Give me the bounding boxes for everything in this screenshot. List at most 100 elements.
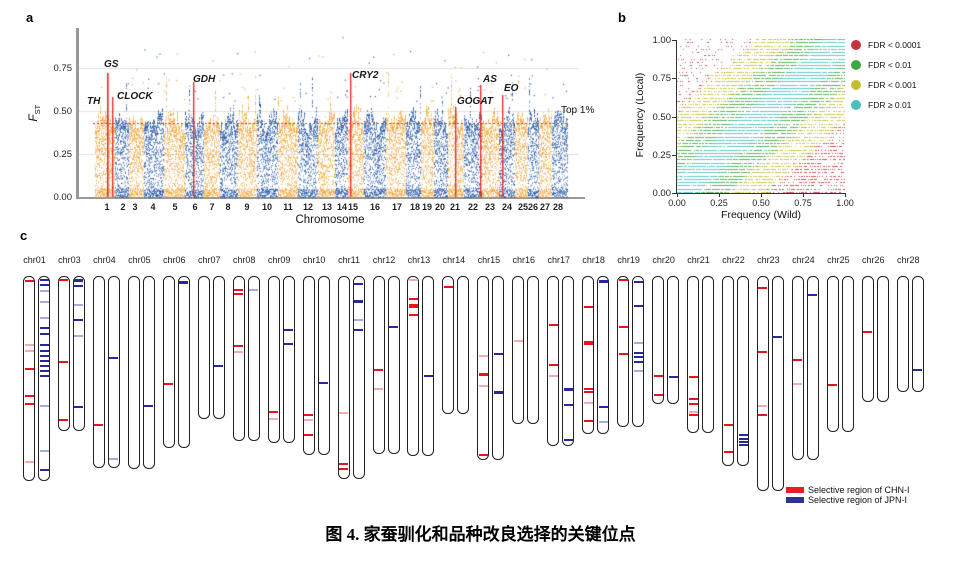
chromosome-chr10-jpn <box>317 276 330 455</box>
selective-band-b <box>284 329 294 332</box>
selective-band-b <box>633 351 643 354</box>
selective-band-b <box>598 405 608 408</box>
chromosome-label-chr07: chr07 <box>197 255 221 265</box>
chromosome-label-chr25: chr25 <box>827 255 850 265</box>
selective-band-b <box>214 364 224 367</box>
a-x-tick-label: 5 <box>172 202 178 212</box>
a-x-tick-label: 12 <box>302 202 313 212</box>
selective-band-r <box>374 368 383 371</box>
b-y-tick-label: 0.50 <box>652 111 672 123</box>
fdr-legend-item: FDR ≥ 0.01 <box>851 100 911 110</box>
chromosome-label-chr14: chr14 <box>442 255 466 265</box>
b-x-tick-label: 0.75 <box>794 198 812 208</box>
selective-band-r <box>234 293 244 296</box>
fdr-legend-dot <box>851 80 861 90</box>
selective-band-b <box>39 360 49 363</box>
selective-band-b <box>74 406 84 409</box>
selective-band-r <box>618 278 628 281</box>
selective-band-lb <box>39 300 49 303</box>
selective-band-b <box>74 285 84 288</box>
chromosome-chr01-jpn <box>38 276 50 481</box>
selective-band-b <box>738 441 748 444</box>
chromosome-label-chr28: chr28 <box>896 255 920 265</box>
chromosome-chr16-jpn <box>527 276 540 424</box>
selective-band-r <box>304 413 314 416</box>
selective-band-b <box>773 336 783 339</box>
selective-band-b <box>74 278 84 282</box>
b-x-tick-label: 0.50 <box>752 198 770 208</box>
selective-band-lb <box>249 289 259 292</box>
selective-legend-swatch <box>786 497 804 503</box>
chromosome-chr23-jpn <box>771 276 784 491</box>
selective-band-lb <box>74 303 84 306</box>
selective-band-b <box>913 368 923 371</box>
selective-band-b <box>319 381 329 384</box>
selective-band-r <box>234 289 244 292</box>
selective-band-r <box>583 419 593 422</box>
chromosome-label-chr22: chr22 <box>722 255 745 265</box>
fdr-legend-label: FDR < 0.01 <box>868 60 912 70</box>
selective-legend-swatch <box>786 487 804 493</box>
b-x-tick-label: 1.00 <box>836 198 854 208</box>
a-x-tick-label: 17 <box>391 202 402 212</box>
chromosome-chr08-jpn <box>247 276 260 441</box>
figure-caption: 图 4. 家蚕驯化和品种改良选择的关键位点 <box>325 525 636 544</box>
chromosome-label-chr13: chr13 <box>407 255 431 265</box>
selective-band-r <box>688 403 698 406</box>
selective-band-lr <box>339 412 349 414</box>
a-x-tick-label: 24 <box>501 202 512 212</box>
selective-band-lr <box>478 384 488 387</box>
b-x-tick-mark <box>719 193 720 197</box>
selective-band-b <box>808 294 818 297</box>
selective-band-r <box>793 358 803 361</box>
chromosome-chr04-chn <box>92 276 105 468</box>
chromosome-chr26-jpn <box>876 276 889 402</box>
a-x-tick-label: 19 <box>421 202 432 212</box>
gene-label-gs: GS <box>104 59 119 70</box>
a-x-tick-label: 10 <box>261 202 272 212</box>
b-y-tick-label: 1.00 <box>652 35 672 46</box>
selective-band-lb <box>39 290 49 293</box>
selective-band-lr <box>793 382 803 385</box>
selective-band-r <box>583 388 593 391</box>
selective-band-r <box>583 391 593 394</box>
chromosome-label-chr03: chr03 <box>58 255 81 265</box>
selective-band-lb <box>39 450 49 453</box>
chromosome-chr04-jpn <box>107 276 120 468</box>
chromosome-label-chr08: chr08 <box>232 255 256 265</box>
selective-legend-item: Selective region of JPN-I <box>786 495 907 505</box>
selective-band-lr <box>408 278 418 281</box>
panel-a-y-axis-line <box>76 28 79 199</box>
chromosome-chr11-chn <box>337 276 350 479</box>
selective-band-r <box>758 413 768 416</box>
b-x-tick-mark <box>677 193 678 197</box>
chromosome-chr09-jpn <box>282 276 295 443</box>
chromosome-label-chr11: chr11 <box>338 255 360 265</box>
a-x-tick-label: 26 <box>527 202 538 212</box>
fdr-legend-item: FDR < 0.001 <box>851 80 916 90</box>
chromosome-chr24-chn <box>791 276 804 460</box>
selective-band-lr <box>513 339 523 342</box>
chromosome-chr05-jpn <box>142 276 155 469</box>
selective-legend-label: Selective region of JPN-I <box>808 495 908 505</box>
selective-band-b <box>179 280 189 284</box>
selective-band-b <box>39 375 49 378</box>
selective-band-r <box>688 414 698 417</box>
selective-band-b <box>39 327 49 330</box>
a-x-tick-label: 7 <box>209 202 215 212</box>
panel-c-letter: c <box>20 228 28 243</box>
chromosome-chr11-jpn <box>352 276 365 479</box>
chromosome-chr26-chn <box>861 276 874 402</box>
selective-band-b <box>39 468 49 471</box>
chromosome-chr12-chn <box>372 276 385 454</box>
b-x-tick-mark <box>845 193 846 197</box>
selective-band-b <box>563 439 573 442</box>
selective-band-r <box>653 374 663 377</box>
gene-label-cry2: CRY2 <box>352 70 379 81</box>
a-x-tick-label: 9 <box>244 202 250 212</box>
a-x-tick-label: 2 <box>120 202 126 212</box>
chromosome-chr10-chn <box>302 276 315 455</box>
chromosome-chr20-jpn <box>667 276 680 404</box>
selective-band-r <box>408 297 418 300</box>
chromosome-label-chr17: chr17 <box>547 255 570 265</box>
